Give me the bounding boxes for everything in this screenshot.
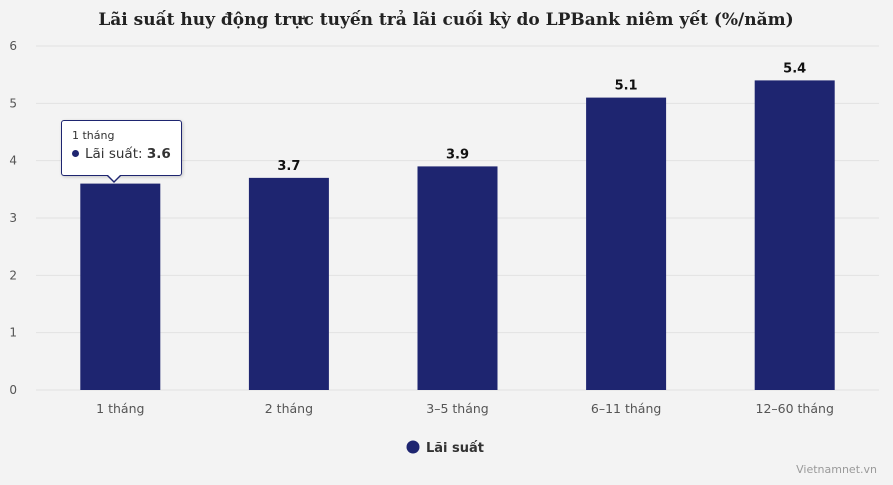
legend[interactable]: Lãi suất bbox=[406, 440, 485, 457]
bar[interactable] bbox=[80, 183, 161, 390]
data-label: 5.1 bbox=[615, 79, 638, 94]
data-label: 3.7 bbox=[277, 159, 300, 174]
tooltip-value: 3.6 bbox=[146, 146, 171, 162]
tooltip-header: 1 tháng bbox=[72, 129, 115, 142]
chart-title: Lãi suất huy động trực tuyến trả lãi cuố… bbox=[98, 10, 793, 30]
tooltip-series-label: Lãi suất: bbox=[85, 146, 143, 162]
y-tick-label: 3 bbox=[9, 211, 17, 225]
tooltip-arrow-inner bbox=[107, 174, 121, 181]
credit-text: Vietnamnet.vn bbox=[796, 463, 877, 476]
x-tick-label: 1 tháng bbox=[96, 401, 144, 416]
x-tick-label: 2 tháng bbox=[265, 401, 313, 416]
bar[interactable] bbox=[586, 97, 667, 390]
bar[interactable] bbox=[754, 80, 835, 391]
legend-marker bbox=[406, 440, 420, 454]
y-axis-ticks: 0 1 2 3 4 5 6 bbox=[9, 39, 17, 397]
y-tick-label: 1 bbox=[9, 326, 17, 340]
tooltip-series-dot bbox=[72, 149, 79, 157]
bar[interactable] bbox=[417, 166, 498, 390]
legend-label[interactable]: Lãi suất bbox=[426, 441, 484, 456]
y-tick-label: 4 bbox=[9, 154, 17, 168]
bar[interactable] bbox=[248, 177, 329, 390]
y-tick-label: 0 bbox=[9, 383, 17, 397]
x-tick-label: 12–60 tháng bbox=[756, 401, 834, 416]
x-tick-label: 3–5 tháng bbox=[426, 401, 488, 416]
y-tick-label: 5 bbox=[9, 96, 17, 110]
y-tick-label: 6 bbox=[9, 39, 17, 53]
tooltip: 1 tháng Lãi suất: 3.6 bbox=[61, 120, 182, 176]
tooltip-row: Lãi suất: 3.6 bbox=[72, 146, 171, 162]
y-tick-label: 2 bbox=[9, 268, 17, 282]
bars[interactable] bbox=[80, 80, 835, 391]
x-tick-label: 6–11 tháng bbox=[591, 401, 661, 416]
data-label: 5.4 bbox=[783, 61, 806, 76]
x-axis-ticks: 1 tháng 2 tháng 3–5 tháng 6–11 tháng 12–60 t… bbox=[96, 401, 834, 416]
data-label: 3.9 bbox=[446, 147, 469, 162]
data-labels: 3.6 3.7 3.9 5.1 5.4 bbox=[109, 61, 806, 179]
